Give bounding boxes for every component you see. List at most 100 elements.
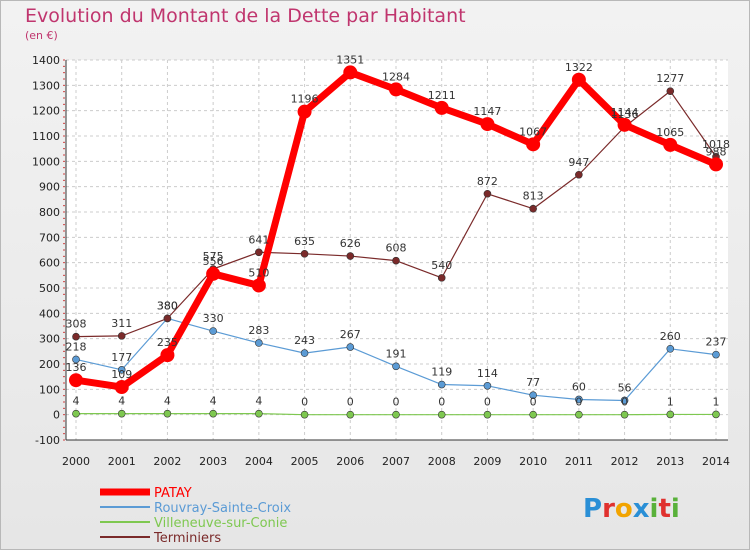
data-label: 1277 bbox=[656, 72, 684, 85]
logo-text: Proxiti bbox=[583, 494, 680, 524]
chart-title: Evolution du Montant de la Dette par Hab… bbox=[25, 5, 466, 27]
x-tick-label: 2007 bbox=[382, 455, 410, 468]
data-label: 235 bbox=[157, 336, 178, 349]
logo-letter: o bbox=[615, 494, 633, 524]
data-label: 1284 bbox=[382, 70, 410, 83]
chart-subtitle: (en €) bbox=[25, 29, 58, 42]
x-tick-label: 2009 bbox=[473, 455, 501, 468]
data-label: 56 bbox=[618, 381, 632, 394]
data-point bbox=[72, 332, 80, 341]
data-label: 641 bbox=[248, 233, 269, 246]
y-tick-label: -100 bbox=[35, 434, 60, 447]
data-point bbox=[72, 355, 80, 364]
data-point bbox=[392, 410, 400, 419]
data-labels: 4 4 4 4 4 0 0 0 0 0 0 0 0 1 1 218 177 380 330 283 243 267 191 1… bbox=[66, 53, 731, 408]
y-tick-label: 200 bbox=[39, 358, 60, 371]
x-tick-label: 2005 bbox=[291, 455, 319, 468]
data-label: 119 bbox=[431, 366, 452, 379]
data-point bbox=[437, 274, 446, 282]
data-point bbox=[617, 117, 632, 132]
data-label: 0 bbox=[621, 396, 628, 409]
data-label: 1322 bbox=[565, 61, 593, 74]
legend-label: Villeneuve-sur-Conie bbox=[154, 516, 287, 531]
data-point bbox=[255, 409, 263, 418]
data-label: 0 bbox=[484, 396, 491, 409]
data-label: 4 bbox=[210, 395, 217, 408]
data-label: 283 bbox=[248, 324, 269, 337]
y-tick-label: 1300 bbox=[32, 79, 60, 92]
y-tick-label: 1100 bbox=[32, 130, 60, 143]
data-label: 311 bbox=[111, 317, 132, 330]
data-point bbox=[666, 344, 675, 353]
data-label: 136 bbox=[66, 361, 87, 374]
x-tick-label: 2008 bbox=[428, 455, 456, 468]
data-point bbox=[529, 391, 537, 399]
data-point bbox=[529, 204, 537, 213]
legend-label: PATAY bbox=[154, 486, 192, 501]
data-label: 1196 bbox=[291, 93, 319, 106]
data-point bbox=[346, 252, 355, 260]
axes: -100010020030040050060070080090010001100… bbox=[32, 54, 730, 468]
data-label: 556 bbox=[203, 255, 224, 268]
data-label: 267 bbox=[340, 328, 361, 341]
x-tick-label: 2010 bbox=[519, 455, 547, 468]
y-tick-label: 1000 bbox=[32, 155, 60, 168]
data-point bbox=[437, 380, 446, 389]
data-point bbox=[300, 250, 309, 258]
data-label: 0 bbox=[301, 396, 308, 409]
data-label: 1144 bbox=[611, 106, 639, 119]
y-tick-label: 1400 bbox=[32, 54, 60, 67]
data-point bbox=[297, 104, 312, 119]
data-point bbox=[255, 248, 263, 257]
data-label: 1065 bbox=[656, 126, 684, 139]
data-point bbox=[206, 266, 221, 281]
x-tick-label: 2003 bbox=[199, 455, 227, 468]
data-point bbox=[72, 409, 80, 418]
data-label: 260 bbox=[660, 330, 681, 343]
data-label: 575 bbox=[203, 250, 224, 263]
data-label: 1351 bbox=[336, 53, 364, 66]
data-point bbox=[666, 87, 675, 95]
data-label: 191 bbox=[386, 347, 407, 360]
plot-background bbox=[66, 60, 728, 440]
data-point bbox=[529, 410, 537, 419]
x-tick-label: 2002 bbox=[153, 455, 181, 468]
data-label: 1136 bbox=[611, 108, 639, 121]
data-label: 1 bbox=[667, 395, 674, 408]
data-point bbox=[255, 339, 263, 347]
x-tick-label: 2011 bbox=[565, 455, 593, 468]
data-label: 1211 bbox=[428, 89, 456, 102]
data-label: 114 bbox=[477, 367, 498, 380]
data-label: 813 bbox=[523, 190, 544, 203]
data-label: 380 bbox=[157, 299, 178, 312]
data-point bbox=[483, 410, 492, 419]
data-point bbox=[251, 278, 266, 293]
data-point bbox=[163, 409, 172, 418]
data-label: 1018 bbox=[702, 138, 730, 151]
data-point bbox=[117, 409, 126, 418]
data-label: 218 bbox=[66, 340, 87, 353]
x-tick-label: 2013 bbox=[656, 455, 684, 468]
y-tick-label: 700 bbox=[39, 231, 60, 244]
data-point bbox=[163, 314, 172, 323]
data-label: 0 bbox=[347, 396, 354, 409]
data-label: 1067 bbox=[519, 125, 547, 138]
data-point bbox=[483, 381, 492, 390]
x-tick-label: 2000 bbox=[62, 455, 90, 468]
data-point bbox=[300, 349, 309, 357]
data-point bbox=[160, 348, 175, 363]
y-tick-label: 800 bbox=[39, 206, 60, 219]
legend-label: Rouvray-Sainte-Croix bbox=[154, 501, 291, 516]
data-point bbox=[434, 100, 449, 115]
data-label: 1 bbox=[713, 395, 720, 408]
x-tick-label: 2012 bbox=[611, 455, 639, 468]
data-point bbox=[117, 366, 126, 374]
data-point bbox=[480, 117, 495, 132]
y-tick-label: 900 bbox=[39, 181, 60, 194]
data-label: 4 bbox=[73, 395, 80, 408]
data-point bbox=[663, 137, 678, 152]
data-point bbox=[392, 362, 400, 371]
data-point bbox=[712, 350, 720, 359]
data-point bbox=[346, 410, 355, 419]
data-point bbox=[620, 396, 629, 405]
